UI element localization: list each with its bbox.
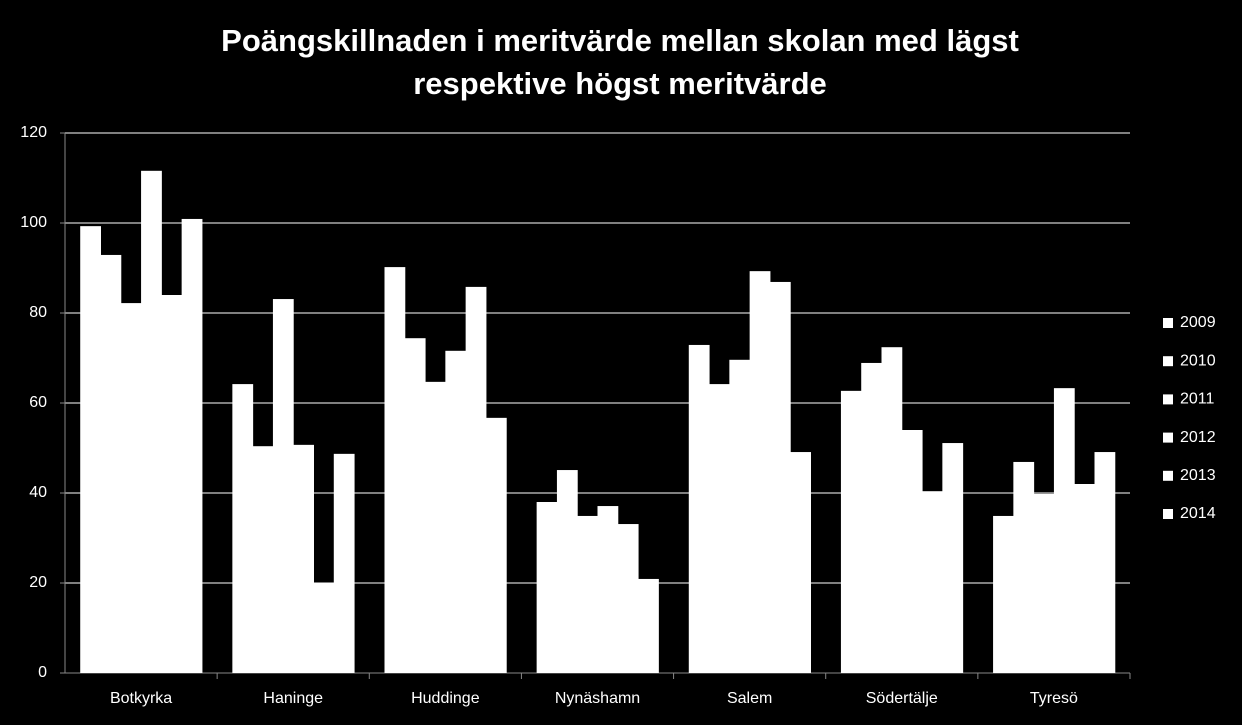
y-tick-label: 100	[20, 214, 47, 231]
bar	[161, 295, 183, 673]
legend-swatch	[1163, 432, 1173, 443]
bar	[922, 491, 943, 673]
bar	[80, 226, 101, 673]
bar	[293, 444, 314, 673]
bar	[749, 271, 771, 673]
bar	[485, 417, 507, 673]
bar	[232, 384, 254, 673]
bar	[881, 347, 903, 673]
y-tick-label: 20	[29, 574, 47, 591]
bar	[404, 338, 426, 673]
y-tick-label: 40	[29, 484, 47, 501]
legend-swatch	[1163, 470, 1173, 481]
legend-swatch	[1163, 509, 1173, 519]
legend-swatch	[1163, 394, 1173, 405]
bar	[688, 344, 710, 673]
bar	[709, 384, 730, 673]
bar	[536, 502, 558, 673]
bar	[100, 254, 122, 673]
legend-label: 2009	[1180, 314, 1216, 331]
bar	[861, 362, 882, 673]
bar	[638, 578, 659, 673]
legend-label: 2012	[1180, 429, 1216, 446]
bar	[597, 506, 619, 673]
bar	[272, 299, 294, 673]
bar	[942, 443, 964, 673]
chart-title: Poängskillnaden i meritvärde mellan skol…	[221, 23, 1019, 58]
legend-label: 2010	[1180, 352, 1216, 369]
legend-swatch	[1163, 318, 1173, 328]
x-tick-label: Salem	[727, 690, 772, 707]
y-tick-label: 120	[20, 124, 47, 141]
bar	[181, 218, 203, 673]
bar	[141, 170, 162, 674]
y-tick-label: 60	[29, 394, 47, 411]
bar	[445, 350, 467, 673]
bar	[313, 583, 335, 673]
bar	[384, 267, 406, 673]
bar	[120, 303, 142, 673]
legend-label: 2013	[1180, 467, 1216, 484]
bar	[1074, 484, 1095, 673]
x-tick-label: Botkyrka	[110, 690, 172, 707]
y-tick-label: 80	[29, 304, 47, 321]
x-tick-label: Haninge	[263, 690, 323, 707]
bar	[1013, 461, 1035, 673]
y-tick-label: 0	[38, 664, 47, 681]
bar	[729, 359, 751, 673]
chart-title: respektive högst meritvärde	[413, 66, 827, 101]
bar	[333, 453, 355, 673]
legend-swatch	[1163, 356, 1173, 367]
bar	[840, 390, 862, 673]
legend-label: 2011	[1180, 391, 1215, 408]
x-tick-label: Tyresö	[1030, 690, 1078, 707]
bar	[425, 381, 446, 673]
bar	[252, 446, 274, 673]
bar	[769, 281, 791, 673]
bar	[577, 515, 598, 673]
x-tick-label: Nynäshamn	[555, 690, 640, 707]
x-tick-label: Huddinge	[411, 690, 480, 707]
bar	[1053, 388, 1075, 673]
legend-label: 2014	[1180, 505, 1216, 522]
bar	[617, 524, 639, 673]
bar	[790, 452, 811, 673]
bar	[465, 286, 487, 673]
bar	[1094, 452, 1116, 673]
bar	[993, 515, 1014, 673]
x-tick-label: Södertälje	[866, 690, 938, 707]
bar	[556, 470, 578, 673]
bar	[1033, 493, 1055, 673]
bar	[901, 430, 923, 673]
